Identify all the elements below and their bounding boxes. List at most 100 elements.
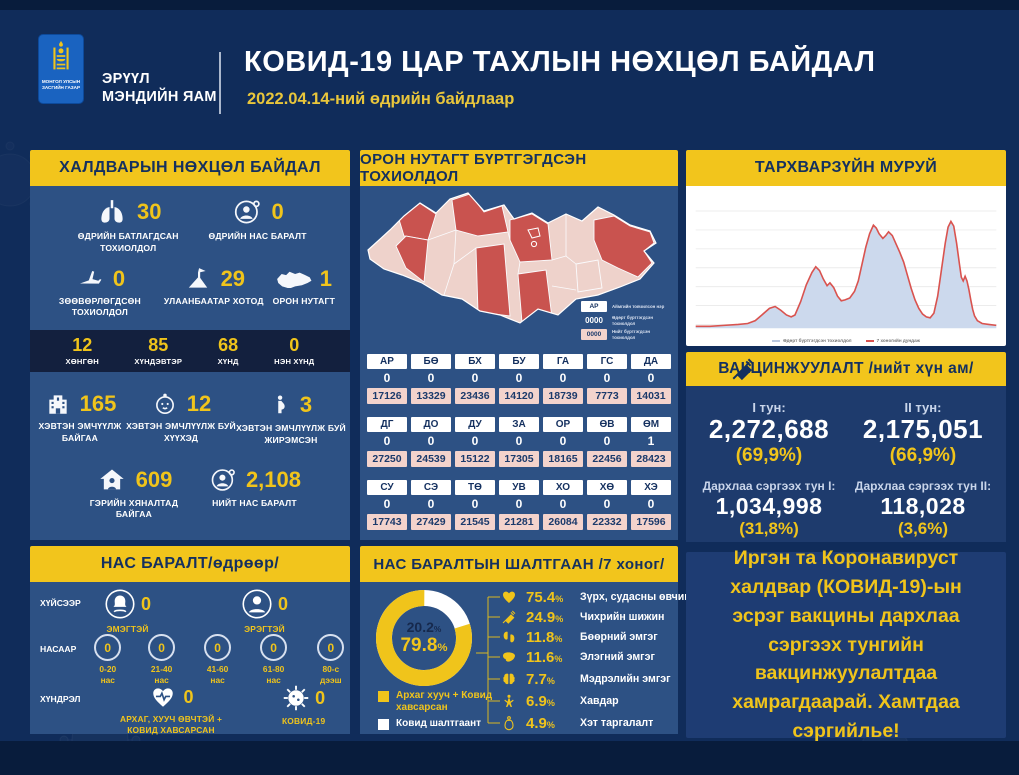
- cases-chip: [772, 339, 781, 342]
- legend-covid: Ковид шалтгаант: [378, 718, 516, 730]
- average-chip: [865, 339, 874, 342]
- deaths-body: ХҮЙСЭЭР 0 ЭМЭГТЭЙ: [30, 582, 350, 736]
- aimag-code: ӨМ: [631, 417, 671, 432]
- aimag-cell: БУ 0 14120: [499, 354, 539, 404]
- header-divider: [219, 52, 221, 114]
- dose-label: Дархлаа сэргээх тун II:: [854, 478, 992, 493]
- brain-icon: [500, 671, 518, 687]
- stat-label: КОВИД-19: [282, 716, 326, 726]
- stat-value: 30: [136, 199, 162, 225]
- cause-obesity: 4.9% Хэт таргалалт: [500, 713, 653, 733]
- aimag-total: 21545: [455, 514, 495, 530]
- aimag-code: СЭ: [411, 480, 451, 495]
- liver-icon: [500, 649, 518, 665]
- cause-label: Хэт таргалалт: [580, 717, 654, 729]
- aimag-cell: ДО 0 24539: [411, 417, 451, 467]
- aimag-new: 0: [471, 371, 479, 385]
- aimag-code: СУ: [367, 480, 407, 495]
- age-group-0-20: 0 0-20 нас: [92, 634, 124, 686]
- cause-pct: 75.4%: [526, 588, 564, 606]
- stat-value: 0: [141, 593, 152, 614]
- aimag-new: 0: [383, 497, 391, 511]
- stat-value: 0: [112, 265, 126, 291]
- female-icon: [104, 588, 136, 620]
- aimag-code: ДО: [411, 417, 451, 432]
- aimag-cell: СЭ 0 27429: [411, 480, 451, 530]
- aimag-new: 0: [559, 434, 567, 448]
- aimag-new: 0: [603, 434, 611, 448]
- stat-home-isolation: 609 ГЭРИЙН ХЯНАЛТАД БАЙГАА: [79, 466, 189, 521]
- deaths-by-age-row: НАСААР 0 0-20 нас 0 21-40 нас 0 41-60 на…: [30, 634, 350, 686]
- aimag-new: 0: [515, 371, 523, 385]
- aimag-cell: ӨВ 0 22456: [587, 417, 627, 467]
- stat-provinces: 1 ОРОН НУТАГТ: [273, 266, 335, 308]
- donut-labels: 20.2% 79.8%: [372, 586, 476, 690]
- aimag-cell: УВ 0 21281: [499, 480, 539, 530]
- aimag-total: 27429: [411, 514, 451, 530]
- dose-value: 118,028: [880, 492, 966, 519]
- severity-label: ХӨНГӨН: [65, 356, 99, 366]
- stat-value: 29: [220, 265, 246, 291]
- aimag-total: 14120: [499, 388, 539, 404]
- aimag-total: 18165: [543, 451, 583, 467]
- aimag-new: 0: [559, 497, 567, 511]
- severity-mild: 12 ХӨНГӨН: [66, 335, 99, 367]
- stat-hospitalized: 165 ХЭВТЭН ЭМЧҮҮЛЖ БАЙГАА: [34, 391, 126, 444]
- epidemic-curve-chart: Өдөрт бүртгэгдсэн тохиолдол 7 хоногийн д…: [686, 186, 1006, 346]
- age-value: 0: [260, 634, 288, 661]
- aimag-code: БУ: [499, 354, 539, 369]
- white-swatch: [378, 719, 389, 730]
- stat-value: 0: [315, 687, 326, 708]
- dose-value: 1,034,998: [715, 492, 823, 519]
- aimag-new: 0: [471, 497, 479, 511]
- stat-value: 3: [299, 392, 313, 418]
- stat-daily-deaths: 0 ӨДРИЙН НАС БАРАЛТ: [208, 197, 306, 243]
- panel-title: НАС БАРАЛТЫН ШАЛТГААН /7 хоног/: [360, 546, 678, 582]
- aimag-code: ГА: [543, 354, 583, 369]
- cause-pct: 11.6%: [526, 648, 563, 666]
- aimag-cell: ӨМ 1 28423: [631, 417, 671, 467]
- stat-label: АРХАГ, ХУУЧ ӨВЧТЭЙ + КОВИД ХАВСАРСАН: [119, 714, 223, 736]
- map-legend-row: 0000 Нийт бүртгэгдсэн тохиолдол: [581, 329, 672, 340]
- syringe-icon: [730, 356, 756, 387]
- age-label: 80-с дээш: [320, 664, 342, 685]
- stat-label: ӨДРИЙН БАТЛАГДСАН ТОХИОЛДОЛ: [77, 231, 179, 253]
- legend-comorbid: Архаг хууч + Ковид хавсарсан: [378, 690, 516, 714]
- aimag-code: ӨВ: [587, 417, 627, 432]
- aimag-new: 0: [427, 371, 435, 385]
- yellow-swatch: [378, 691, 389, 702]
- aimag-cell: ГА 0 18739: [543, 354, 583, 404]
- mongolia-map-svg: [367, 192, 657, 324]
- cause-label: Мэдрэлийн эмгэг: [580, 673, 671, 685]
- age-label: 0-20 нас: [99, 664, 117, 685]
- curve-legend-average: 7 хоногийн дундаж: [865, 338, 920, 343]
- stat-value: 0: [271, 199, 284, 225]
- booster-2: Дархлаа сэргээх тун II: 118,028 (3,6%): [846, 479, 1000, 539]
- aimag-total: 24539: [411, 451, 451, 467]
- severity-value: 0: [289, 334, 300, 355]
- stat-label: ӨДРИЙН НАС БАРАЛТ: [208, 231, 307, 242]
- male-icon: [241, 588, 273, 620]
- deaths-male: 0 ЭРЭГТЭЙ: [241, 588, 288, 635]
- covid-virus-icon: [282, 684, 310, 712]
- stat-daily-confirmed: 30 ӨДРИЙН БАТЛАГДСАН ТОХИОЛДОЛ: [73, 197, 183, 254]
- deaths-by-sex-row: ХҮЙСЭЭР 0 ЭМЭГТЭЙ: [30, 588, 350, 635]
- dose-1: I тун: 2,272,688 (69,9%): [692, 400, 846, 467]
- dose-2: II тун: 2,175,051 (66,9%): [846, 400, 1000, 467]
- soyombo-icon: [53, 40, 69, 70]
- age-value: 0: [317, 634, 345, 661]
- causes-body: 20.2% 79.8% Архаг хууч + Ковид хавсарсан…: [360, 582, 691, 734]
- cause-pct: 11.8%: [526, 628, 563, 646]
- stat-label: НИЙТ НАС БАРАЛТ: [212, 497, 297, 508]
- aimag-total: 26084: [543, 514, 583, 530]
- cause-label: Бөөрний эмгэг: [580, 631, 658, 643]
- obesity-icon: [500, 715, 518, 731]
- aimag-new: 1: [647, 434, 655, 448]
- panel-title: ВАКЦИНЖУУЛАЛТ /нийт хүн ам/: [686, 352, 1006, 386]
- epidemic-curve-svg: [695, 210, 997, 329]
- stat-value: 12: [186, 391, 212, 417]
- age-group-41-60: 0 41-60 нас: [200, 634, 236, 686]
- infection-daily-section: 30 ӨДРИЙН БАТЛАГДСАН ТОХИОЛДОЛ 0 ӨДРИЙН …: [30, 186, 350, 330]
- donut-covid-pct: 20.2%: [406, 619, 442, 635]
- severity-critical: 0 НЭН ХҮНД: [274, 335, 314, 367]
